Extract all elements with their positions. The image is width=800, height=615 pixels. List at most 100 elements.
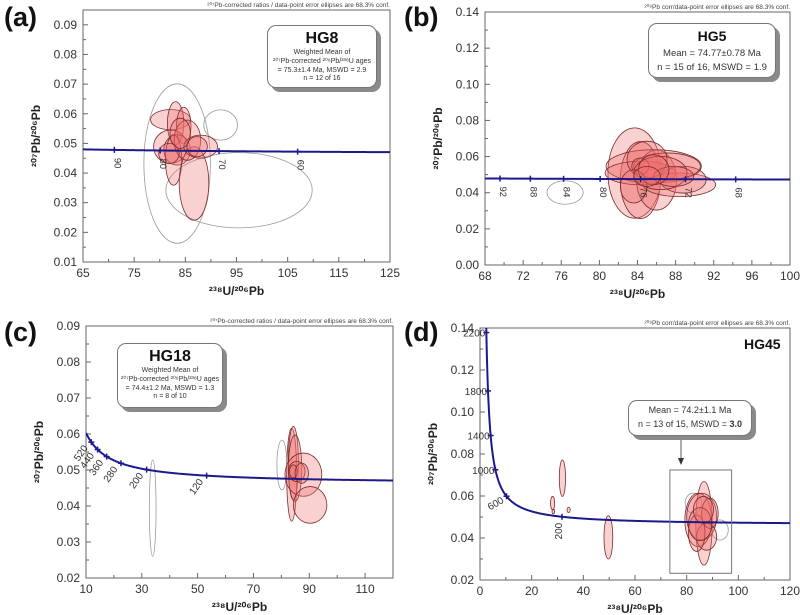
error-ellipse — [287, 460, 306, 482]
concordia-age-label: 280 — [102, 464, 121, 484]
error-ellipse — [287, 434, 303, 502]
x-tick-label: 72 — [516, 269, 530, 283]
concordia-age-label: 1800 — [465, 387, 488, 398]
y-tick-label: 0.14 — [456, 5, 480, 19]
x-axis-title: ²³⁸U/²⁰⁶Pb — [607, 602, 662, 615]
x-tick-label: 110 — [356, 582, 375, 596]
plot-area — [485, 127, 790, 219]
plot-frame — [479, 327, 791, 581]
plot-area — [83, 83, 390, 244]
y-tick-label: 0.02 — [57, 571, 81, 585]
x-tick-label: 70 — [247, 582, 261, 596]
panel-label-a: (a) — [4, 2, 37, 32]
y-tick-label: 0.08 — [456, 113, 480, 127]
y-tick-label: 0.12 — [456, 41, 480, 55]
selection-box — [669, 469, 733, 574]
info-box-hg45: Mean = 74.2±1.1 Ma n = 13 of 15, MSWD = … — [628, 400, 752, 436]
x-tick-label: 80 — [680, 584, 694, 598]
error-ellipse — [701, 497, 719, 529]
mswd-value: 3.0 — [729, 419, 743, 430]
x-tick-label: 65 — [76, 266, 90, 280]
y-tick-label: 0.00 — [456, 258, 480, 272]
x-tick-label: 30 — [135, 582, 149, 596]
y-tick-label: 0.14 — [451, 321, 475, 335]
concordia-age-label: 120 — [188, 477, 207, 497]
y-tick-label: 0.03 — [57, 535, 81, 549]
info-line: n = 13 of 15, MSWD = — [637, 419, 730, 430]
plot-caption: ²⁰⁷Pb-corrected ratios / data-point erro… — [210, 317, 393, 325]
rejected-error-ellipse — [148, 459, 157, 557]
info-line: n = 12 of 16 — [303, 75, 341, 83]
y-tick-label: 0.02 — [451, 573, 475, 587]
concordia-age-label: 80 — [157, 158, 168, 169]
sample-title-hg45: HG45 — [744, 336, 781, 352]
info-line: n = 8 of 10 — [153, 393, 187, 401]
concordia-age-label: 92 — [497, 187, 508, 198]
error-ellipse — [566, 506, 571, 513]
error-ellipse — [558, 459, 566, 497]
sample-title: HG5 — [697, 28, 727, 44]
concordia-age-label: 84 — [561, 187, 572, 198]
info-line: = 75.3±1.4 Ma, MSWD = 2.9 — [277, 66, 367, 74]
x-axis-title: ²³⁸U/²⁰⁶Pb — [209, 284, 264, 298]
x-tick-label: 105 — [278, 266, 298, 280]
x-tick-label: 88 — [669, 269, 683, 283]
concordia-age-label: 68 — [733, 187, 744, 198]
y-tick-label: 0.06 — [451, 489, 475, 503]
concordia-age-label: 200 — [554, 522, 565, 539]
info-box-hg5: HG5 Mean = 74.77±0.78 Ma n = 15 of 16, M… — [648, 23, 776, 78]
error-ellipse — [158, 143, 180, 164]
error-ellipse — [169, 117, 191, 149]
rejected-error-ellipse — [165, 152, 313, 229]
panel-b: ²⁰⁸Pb corr/data-point error ellipses are… — [431, 3, 800, 301]
x-tick-label: 75 — [127, 266, 141, 280]
y-axis-title: ²⁰⁷Pb/²⁰⁶Pb — [29, 105, 43, 167]
y-tick-label: 0.07 — [57, 391, 81, 405]
x-tick-label: 115 — [329, 266, 348, 280]
concordia-age-label: 72 — [682, 187, 693, 198]
concordia-age-label: 2200 — [463, 329, 486, 340]
x-tick-label: 80 — [593, 269, 607, 283]
x-tick-label: 76 — [555, 269, 569, 283]
error-ellipse — [551, 508, 556, 515]
x-tick-label: 20 — [525, 584, 539, 598]
concordia-age-label: 70 — [216, 159, 227, 170]
error-ellipse — [692, 496, 714, 524]
info-line: Weighted Mean of — [141, 367, 199, 374]
x-tick-label: 0 — [477, 584, 484, 598]
y-tick-label: 0.12 — [451, 363, 475, 377]
concordia-curve — [86, 432, 393, 482]
error-ellipse — [178, 146, 210, 221]
x-axis-title: ²³⁸U/²⁰⁶Pb — [610, 287, 665, 301]
plot-caption: ²⁰⁸Pb corr/data-point error ellipses are… — [644, 319, 790, 327]
error-ellipse — [294, 462, 309, 484]
error-ellipse — [183, 134, 218, 159]
concordia-age-label: 1000 — [472, 466, 495, 477]
info-line: n = 15 of 16, MSWD = 1.9 — [657, 62, 767, 74]
error-ellipse — [605, 149, 702, 184]
x-tick-label: 100 — [780, 269, 800, 283]
y-tick-label: 0.04 — [456, 186, 480, 200]
info-line: Mean = 74.77±0.78 Ma — [663, 47, 761, 59]
y-tick-label: 0.02 — [456, 222, 480, 236]
y-axis-title: ²⁰⁷Pb/²⁰⁶Pb — [32, 421, 46, 483]
y-tick-label: 0.04 — [451, 531, 475, 545]
y-tick-label: 0.09 — [54, 18, 78, 32]
x-tick-label: 95 — [230, 266, 244, 280]
y-axis-title: ²⁰⁷Pb/²⁰⁶Pb — [431, 107, 445, 169]
concordia-age-label: 60 — [295, 160, 306, 171]
arrow-head-icon — [678, 458, 684, 465]
plot-caption: ²⁰⁷Pb-corrected ratios / data-point erro… — [207, 1, 390, 9]
error-ellipse — [550, 496, 556, 511]
x-tick-label: 10 — [79, 582, 93, 596]
x-tick-label: 100 — [728, 584, 748, 598]
concordia-curve — [485, 328, 790, 525]
x-tick-label: 50 — [191, 582, 205, 596]
error-ellipse — [688, 514, 706, 552]
x-tick-label: 85 — [179, 266, 193, 280]
concordia-age-label: 90 — [111, 158, 122, 169]
y-tick-label: 0.08 — [54, 47, 78, 61]
rejected-error-ellipse — [203, 109, 238, 141]
concordia-age-label: 88 — [527, 187, 538, 198]
y-tick-label: 0.10 — [451, 405, 475, 419]
